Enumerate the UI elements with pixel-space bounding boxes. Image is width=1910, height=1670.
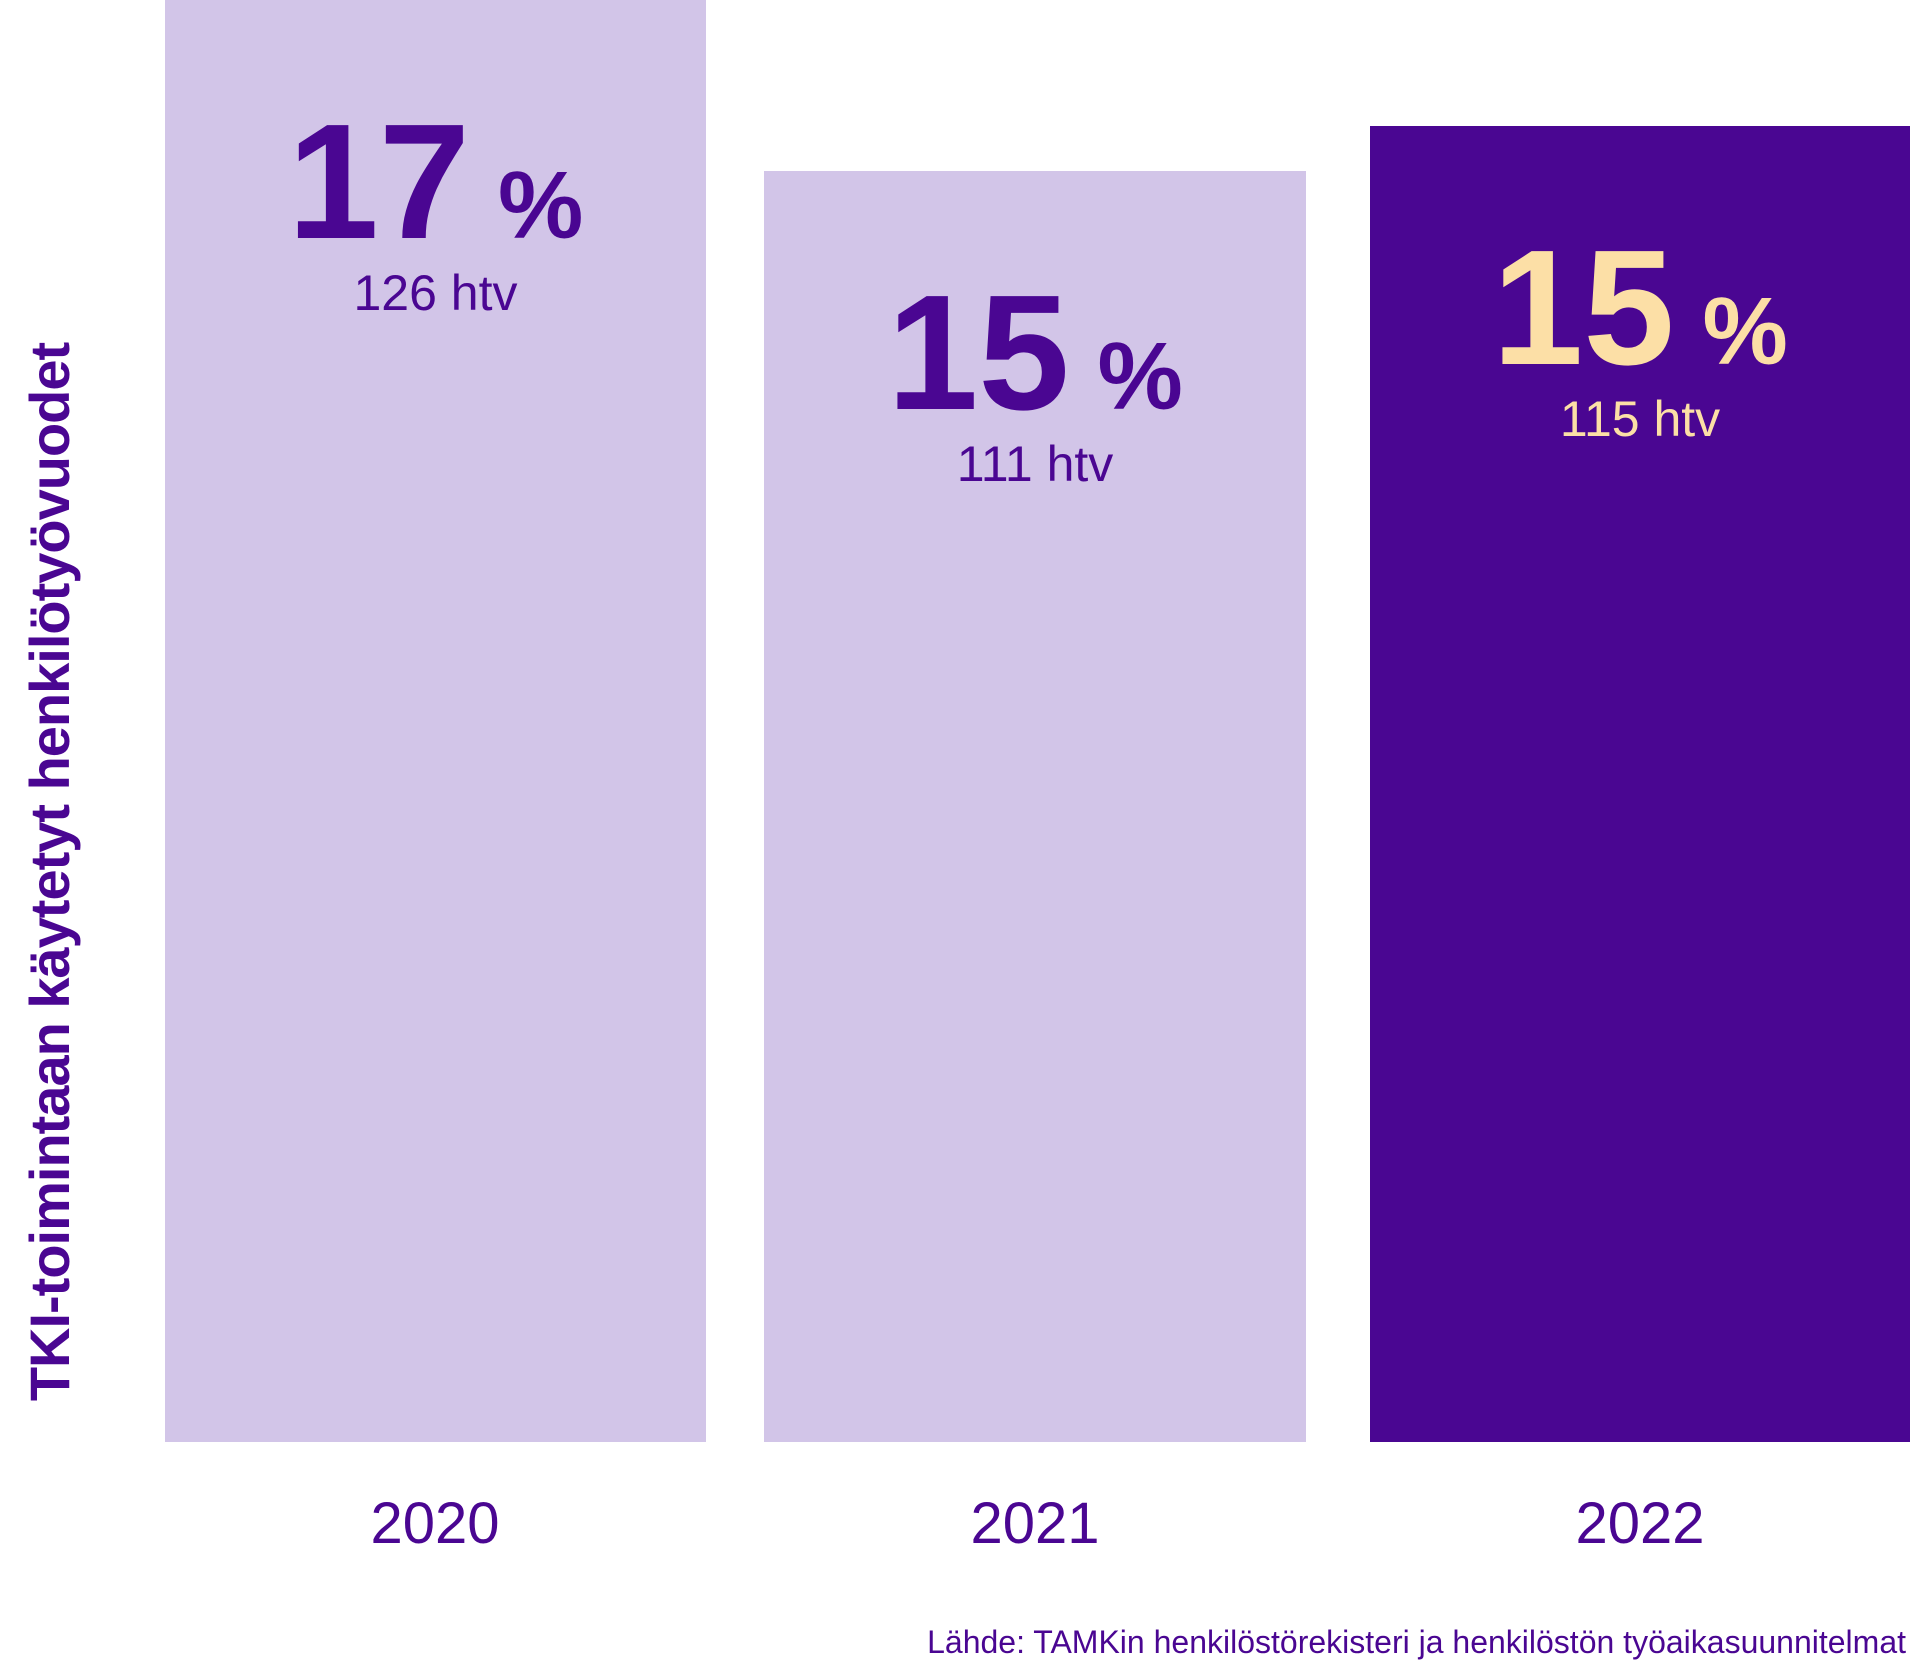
y-axis-label: TKI-toimintaan käytetyt henkilötyövuodet <box>18 342 81 1402</box>
percent-value: 17 <box>287 90 471 273</box>
bar-2022-percent-row: 15 % <box>1370 226 1910 390</box>
percent-value: 15 <box>1492 216 1675 399</box>
htv-label: 126 htv <box>353 265 518 321</box>
bar-2021-percent-row: 15 % <box>764 271 1306 435</box>
percent-sign: % <box>498 152 584 259</box>
percent-sign: % <box>1097 323 1183 430</box>
bar-2020: 17 % 126 htv <box>165 0 706 1442</box>
bar-2020-percent-row: 17 % <box>165 100 706 264</box>
htv-label: 111 htv <box>956 436 1114 492</box>
x-axis-label-2021: 2021 <box>970 1491 1100 1556</box>
source-note: Lähde: TAMKin henkilöstörekisteri ja hen… <box>927 1623 1906 1660</box>
percent-value: 15 <box>887 261 1070 444</box>
x-axis-label-2022: 2022 <box>1575 1491 1705 1556</box>
htv-label: 115 htv <box>1559 391 1721 447</box>
percent-sign: % <box>1702 278 1788 385</box>
bar-2021: 15 % 111 htv <box>764 171 1306 1442</box>
bar-2022-highlighted: 15 % 115 htv <box>1370 126 1910 1442</box>
x-axis-label-2020: 2020 <box>370 1491 500 1556</box>
